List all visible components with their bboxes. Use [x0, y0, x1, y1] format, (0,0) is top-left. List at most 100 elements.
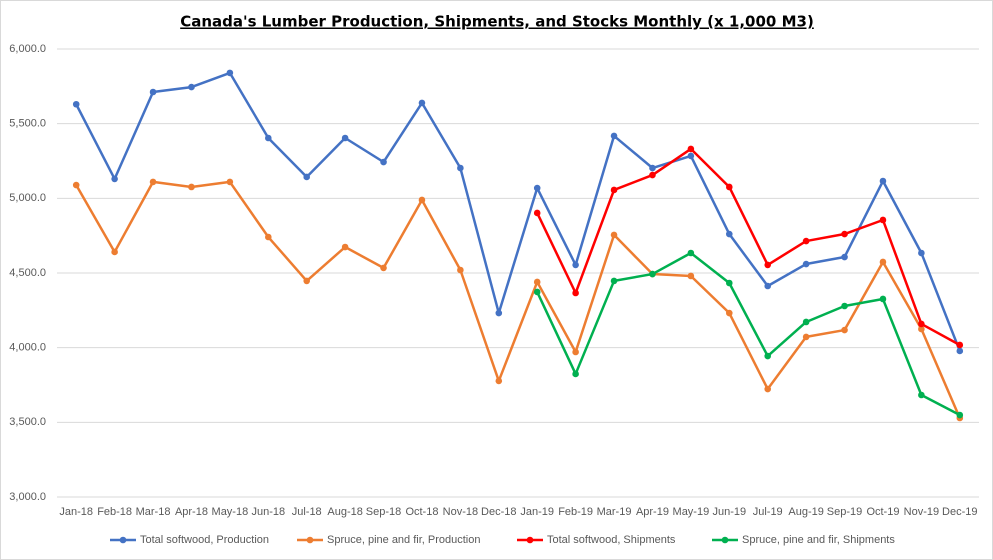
data-point	[572, 370, 579, 378]
data-point	[264, 233, 272, 241]
data-point	[418, 99, 426, 107]
y-tick-label: 4,000.0	[9, 342, 46, 354]
x-tick-label: May-19	[673, 506, 710, 518]
data-point	[188, 83, 195, 91]
x-tick-label: Sep-19	[827, 506, 862, 518]
data-point	[802, 237, 810, 245]
y-tick-label: 3,000.0	[9, 491, 46, 503]
x-tick-label: Dec-19	[942, 506, 977, 518]
series-line	[536, 147, 961, 347]
data-point	[457, 266, 464, 274]
chart-title: Canada's Lumber Production, Shipments, a…	[180, 13, 814, 31]
data-point	[918, 249, 925, 257]
x-tick-label: Aug-18	[327, 506, 362, 518]
data-point	[649, 164, 656, 172]
data-point	[687, 145, 695, 153]
data-point	[111, 175, 118, 183]
data-point	[918, 325, 925, 333]
x-tick-label: May-18	[212, 506, 249, 518]
data-point	[764, 352, 772, 360]
data-point	[572, 348, 579, 356]
y-tick-label: 3,500.0	[9, 416, 46, 428]
legend-label: Total softwood, Shipments	[547, 534, 676, 546]
x-tick-label: Aug-19	[788, 506, 823, 518]
x-tick-label: Apr-19	[636, 506, 669, 518]
data-point	[687, 272, 695, 280]
data-point	[841, 230, 848, 238]
data-point	[188, 183, 195, 191]
data-point	[956, 347, 964, 355]
data-point	[495, 377, 503, 385]
data-point	[725, 309, 733, 317]
data-point	[802, 318, 810, 326]
data-point	[764, 385, 772, 393]
data-point	[111, 248, 118, 256]
legend-marker	[721, 536, 729, 544]
data-point	[341, 134, 349, 142]
x-tick-label: Dec-18	[481, 506, 516, 518]
x-tick-label: Sep-18	[366, 506, 401, 518]
data-point	[303, 277, 311, 285]
data-point	[879, 177, 887, 185]
data-point	[841, 326, 848, 334]
x-tick-label: Mar-19	[597, 506, 632, 518]
y-tick-label: 5,000.0	[9, 192, 46, 204]
x-tick-label: Jul-19	[753, 506, 783, 518]
data-point	[572, 289, 579, 297]
data-point	[533, 209, 541, 217]
y-tick-label: 5,500.0	[9, 118, 46, 130]
data-point	[956, 411, 964, 419]
data-point	[380, 158, 387, 166]
legend-marker	[526, 536, 534, 544]
data-point	[879, 216, 887, 224]
x-tick-label: Jul-18	[292, 506, 322, 518]
series-line	[75, 180, 961, 419]
data-point	[226, 178, 234, 186]
legend-marker	[306, 536, 314, 544]
legend-label: Total softwood, Production	[140, 534, 269, 546]
data-point	[610, 132, 618, 140]
data-point	[649, 270, 656, 278]
data-point	[725, 279, 733, 287]
data-point	[879, 258, 887, 266]
y-tick-label: 6,000.0	[9, 43, 46, 55]
x-tick-label: Oct-19	[866, 506, 899, 518]
data-point	[687, 152, 695, 160]
x-tick-label: Oct-18	[405, 506, 438, 518]
data-point	[457, 164, 464, 172]
data-point	[149, 178, 157, 186]
data-point	[418, 196, 426, 204]
data-point	[303, 173, 311, 181]
data-point	[533, 288, 541, 296]
data-point	[649, 171, 656, 179]
data-point	[72, 100, 80, 108]
legend-label: Spruce, pine and fir, Production	[327, 534, 480, 546]
x-tick-label: Jun-19	[712, 506, 746, 518]
data-point	[572, 261, 579, 269]
series-line	[536, 251, 961, 417]
data-point	[610, 231, 618, 239]
data-point	[841, 302, 848, 310]
data-point	[264, 134, 272, 142]
data-point	[226, 69, 234, 77]
legend-marker	[119, 536, 127, 544]
legend-label: Spruce, pine and fir, Shipments	[742, 534, 895, 546]
data-point	[918, 391, 925, 399]
x-tick-label: Feb-19	[558, 506, 593, 518]
x-tick-label: Feb-18	[97, 506, 132, 518]
data-point	[802, 260, 810, 268]
data-point	[879, 295, 887, 303]
x-tick-label: Jan-18	[59, 506, 93, 518]
data-point	[841, 253, 848, 261]
x-tick-label: Apr-18	[175, 506, 208, 518]
data-point	[687, 249, 695, 257]
data-point	[149, 88, 157, 96]
data-point	[533, 278, 541, 286]
data-point	[495, 309, 503, 317]
data-point	[380, 264, 387, 272]
x-tick-label: Nov-19	[904, 506, 939, 518]
data-point	[918, 320, 925, 328]
y-tick-label: 4,500.0	[9, 267, 46, 279]
